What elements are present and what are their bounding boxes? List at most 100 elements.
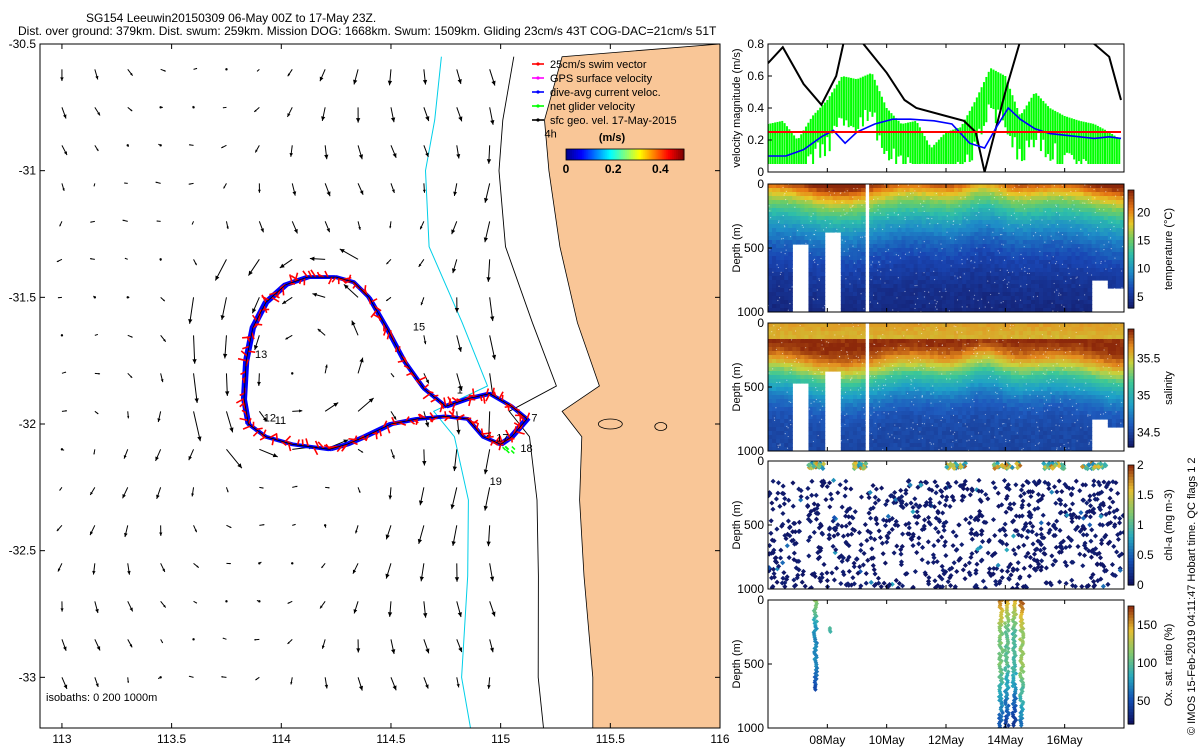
profile-cell [812, 407, 818, 412]
profile-cell [958, 188, 963, 193]
profile-cell [1006, 284, 1012, 289]
profile-cell [881, 284, 886, 289]
profile-cell [852, 399, 858, 404]
profile-cell [772, 188, 777, 193]
profile-cell [881, 399, 886, 404]
profile-cell [1006, 292, 1012, 297]
profile-cell [917, 224, 923, 229]
profile-cell [946, 264, 951, 269]
profile-cell [885, 296, 890, 301]
profile-sample [796, 230, 799, 232]
profile-sample [970, 259, 972, 262]
profile-cell [901, 224, 907, 229]
current-vector-head [343, 284, 349, 290]
profile-cell [1014, 264, 1020, 269]
current-vector-dot [93, 296, 97, 299]
profile-cell [893, 300, 899, 305]
profile-cell [788, 284, 793, 289]
profile-cell [873, 427, 878, 432]
profile-cell [881, 351, 886, 356]
profile-cell [917, 220, 923, 225]
profile-cell [994, 212, 1000, 217]
current-vector-head [454, 307, 460, 313]
profile-cell [852, 443, 858, 448]
profile-cell [788, 447, 793, 451]
profile-cell [852, 272, 858, 277]
profile-cell [1006, 244, 1012, 249]
profile-cell [812, 300, 818, 305]
profile-cell [1095, 272, 1101, 277]
profile-cell [990, 308, 996, 312]
profile-cell [836, 355, 842, 360]
profile-cell [840, 355, 846, 360]
colorbar-cell [577, 149, 581, 160]
profile-cell [1087, 204, 1093, 209]
profile-cell [909, 248, 915, 253]
profile-cell [937, 280, 943, 285]
profile-cell [808, 367, 814, 372]
profile-cell [768, 399, 773, 404]
profile-cell [788, 415, 793, 420]
colorbar-cell [593, 149, 596, 160]
current-vector-head [454, 577, 460, 582]
profile-cell [1030, 256, 1036, 261]
profile-sample [889, 261, 891, 263]
profile-sample [835, 305, 837, 307]
current-vector-head [260, 228, 264, 233]
profile-cell [881, 196, 886, 201]
profile-cell [820, 248, 826, 253]
profile-sample [1076, 276, 1078, 278]
profile-cell [844, 276, 850, 281]
current-vector-head [57, 568, 61, 572]
profile-cell [848, 248, 854, 253]
profile-cell [986, 208, 992, 213]
profile-cell [800, 204, 806, 209]
profile-cell [881, 292, 886, 297]
profile-cell [820, 284, 826, 289]
profile-cell [1071, 296, 1077, 301]
profile-cell [808, 403, 814, 408]
profile-cell [844, 355, 850, 360]
profile-cell [937, 264, 943, 269]
profile-cell [1018, 232, 1024, 237]
profile-sample [961, 234, 963, 236]
profile-cell [784, 276, 789, 281]
profile-cell [812, 427, 818, 432]
profile-cell [788, 351, 793, 356]
profile-cell [861, 331, 866, 336]
profile-cell [816, 300, 822, 305]
profile-cell [1075, 284, 1081, 289]
profile-cell [1083, 284, 1089, 289]
profile-cell [828, 196, 834, 201]
profile-cell [869, 256, 874, 261]
profile-cell [933, 300, 939, 305]
profile-cell [792, 200, 797, 205]
profile-cell [828, 331, 834, 336]
profile-cell [1006, 184, 1012, 189]
profile-sample [1055, 204, 1057, 206]
profile-cell [852, 363, 858, 368]
profile-cell [893, 200, 899, 205]
current-vector-head [487, 685, 491, 689]
profile-cell [877, 399, 882, 404]
profile-sample [941, 260, 943, 262]
profile-cell [885, 192, 890, 197]
map-y-tick-label: -33 [19, 670, 37, 684]
profile-sample [844, 213, 846, 215]
profile-cell [905, 208, 911, 213]
profile-sample [869, 301, 872, 303]
map-y-tick-label: -32.5 [9, 544, 37, 558]
profile-sample [1060, 294, 1062, 296]
swim-vector [361, 437, 368, 441]
current-vector-head [63, 151, 67, 156]
profile-cell [788, 264, 793, 269]
colorbar-frame [565, 148, 685, 161]
profile-cell [1047, 244, 1052, 249]
profile-cell [857, 288, 862, 293]
profile-cell [840, 403, 846, 408]
profile-sample [945, 290, 947, 292]
profile-cell [925, 196, 931, 201]
profile-cell [897, 260, 903, 265]
profile-cell [921, 296, 927, 301]
profile-sample [914, 284, 916, 287]
